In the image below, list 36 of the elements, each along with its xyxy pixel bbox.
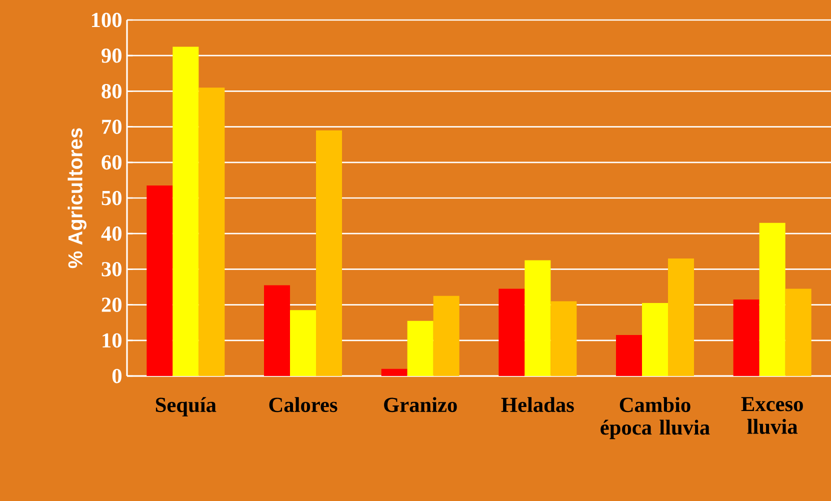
y-tick-label: 80: [102, 84, 122, 98]
x-tick-label: Exceso lluvia: [741, 397, 803, 434]
y-tick-label: 30: [102, 262, 122, 276]
y-tick-label: 60: [102, 155, 122, 170]
y-tick-label: 50: [102, 190, 122, 206]
bar: [381, 368, 408, 376]
y-tick-label: 10: [102, 333, 122, 348]
bar: [498, 288, 525, 376]
bar: [290, 310, 316, 376]
y-tick-label: 40: [101, 226, 122, 241]
x-tick-label: Cambio época lluvia: [600, 397, 710, 440]
y-tick-label: 20: [102, 298, 122, 312]
bar: [550, 301, 577, 376]
bar: [172, 46, 199, 376]
x-tick-label: Sequía: [156, 397, 216, 416]
bar: [407, 320, 434, 376]
bar: [668, 258, 694, 376]
bar: [524, 260, 551, 376]
x-tick-label: Granizo: [384, 397, 457, 412]
y-tick-label: 100: [92, 12, 122, 28]
bar: [316, 130, 342, 376]
bar: [146, 186, 173, 376]
bar: [733, 299, 760, 376]
bar: [198, 88, 225, 376]
bar: [616, 335, 642, 376]
bar: [433, 296, 460, 376]
bar: [264, 285, 290, 376]
bar: [642, 303, 668, 376]
y-axis-title: % Agricultores: [68, 128, 86, 268]
y-tick-label: 0: [112, 368, 122, 384]
bar: [785, 288, 812, 376]
y-tick-label: 70: [102, 120, 122, 134]
y-tick-label: 90: [102, 48, 122, 63]
x-tick-label: Heladas: [501, 397, 574, 412]
x-tick-label: Calores: [269, 397, 338, 412]
bar: [759, 222, 786, 376]
